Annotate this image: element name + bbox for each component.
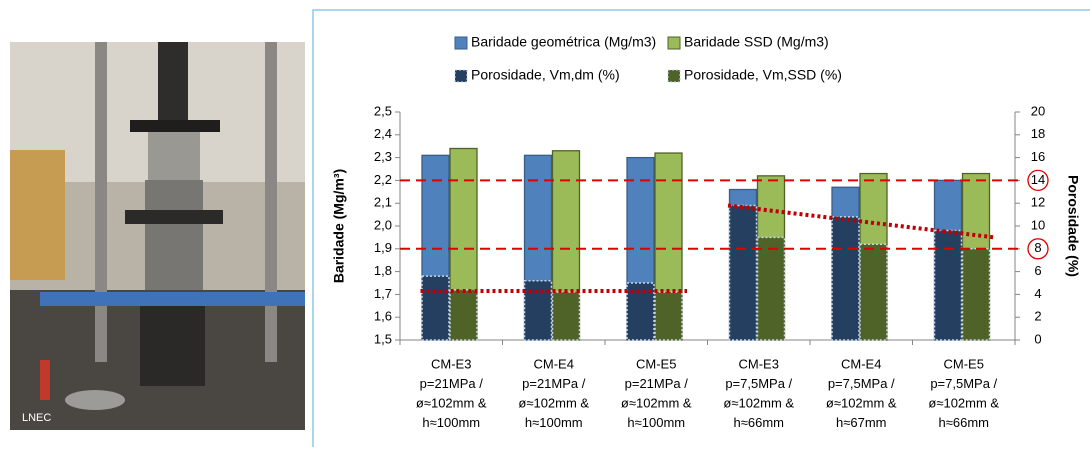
x-tick-label: h≈66mm (939, 415, 989, 430)
y2-tick-label: 18 (1031, 126, 1045, 141)
legend-swatch (454, 36, 468, 50)
x-tick-label: CM-E3 (431, 356, 471, 371)
bar (728, 204, 758, 341)
photo-caption: LNEC (22, 412, 51, 424)
y2-tick-label: 20 (1031, 103, 1045, 118)
y-tick-label: 1,6 (374, 309, 392, 324)
x-tick-label: CM-E4 (841, 356, 881, 371)
y2-tick-label: 4 (1034, 286, 1041, 301)
trend-line (727, 203, 995, 240)
y-tick-label: 2,3 (374, 149, 392, 164)
bar (831, 216, 860, 341)
x-tick-label: p=7,5MPa / (930, 376, 997, 391)
y-tick-label: 1,7 (374, 286, 392, 301)
x-tick-label: CM-E5 (636, 356, 676, 371)
y2-tick-label: 8 (1034, 240, 1041, 255)
legend-label: Porosidade, Vm,dm (%) (471, 67, 620, 83)
x-tick-label: ø≈102mm & (621, 395, 692, 410)
y-tick-label: 2,2 (374, 172, 392, 187)
bar (961, 248, 991, 341)
y-tick-label: 1,9 (374, 240, 392, 255)
photo: LNEC (10, 42, 305, 430)
x-tick-label: ø≈102mm & (416, 395, 487, 410)
x-tick-label: h≈67mm (836, 415, 886, 430)
x-tick-label: ø≈102mm & (518, 395, 589, 410)
x-tick-label: ø≈102mm & (928, 395, 999, 410)
x-tick-label: h≈66mm (734, 415, 784, 430)
legend-swatch (454, 69, 468, 83)
y-tick-label: 2,0 (374, 217, 392, 232)
y2-tick-label: 0 (1034, 331, 1041, 346)
legend-label: Porosidade, Vm,SSD (%) (684, 67, 842, 83)
x-tick-label: ø≈102mm & (826, 395, 897, 410)
bar (551, 291, 581, 341)
y2-tick-label: 16 (1031, 149, 1045, 164)
x-tick-label: p=21MPa / (625, 376, 689, 391)
y2-axis-title: Porosidade (%) (1065, 175, 1081, 277)
bar (654, 291, 683, 341)
bar (933, 229, 963, 341)
bar (421, 275, 450, 341)
x-tick-label: ø≈102mm & (723, 395, 794, 410)
y-axis-title: Baridade (Mg/m³) (331, 169, 347, 283)
legend-label: Baridade geométrica (Mg/m3) (471, 34, 656, 50)
x-tick-label: CM-E5 (944, 356, 984, 371)
x-tick-label: CM-E4 (534, 356, 574, 371)
x-tick-label: p=7,5MPa / (725, 376, 792, 391)
y-tick-label: 2,1 (374, 195, 392, 210)
x-tick-label: p=21MPa / (420, 376, 484, 391)
y2-tick-label: 6 (1034, 263, 1041, 278)
x-tick-label: h≈100mm (627, 415, 685, 430)
y2-tick-label: 2 (1034, 309, 1041, 324)
legend-swatch (667, 69, 681, 83)
y2-tick-label: 12 (1031, 195, 1045, 210)
y2-tick-label: 10 (1031, 217, 1045, 232)
legend-label: Baridade SSD (Mg/m3) (684, 34, 829, 50)
y-tick-label: 2,4 (374, 126, 392, 141)
x-tick-label: h≈100mm (422, 415, 480, 430)
y-tick-label: 2,5 (374, 103, 392, 118)
bar (756, 236, 786, 341)
legend-swatch (667, 36, 681, 50)
x-tick-label: CM-E3 (739, 356, 779, 371)
chart: 1,5 1,6 1,7 1,8 1,9 2,0 2,1 2,2 2,3 2,4 2,5 0 2 4 6 8 10… (331, 34, 1082, 430)
y-tick-label: 1,8 (374, 263, 392, 278)
x-tick-label: p=21MPa / (522, 376, 586, 391)
chart-frame (312, 9, 1090, 447)
y2-tick-label: 14 (1031, 172, 1045, 187)
x-tick-label: h≈100mm (525, 415, 583, 430)
y-tick-label: 1,5 (374, 331, 392, 346)
bar (449, 289, 478, 341)
bar (859, 243, 888, 341)
x-tick-label: p=7,5MPa / (828, 376, 895, 391)
highlight-circle (1027, 238, 1049, 260)
highlight-circle (1027, 169, 1049, 192)
